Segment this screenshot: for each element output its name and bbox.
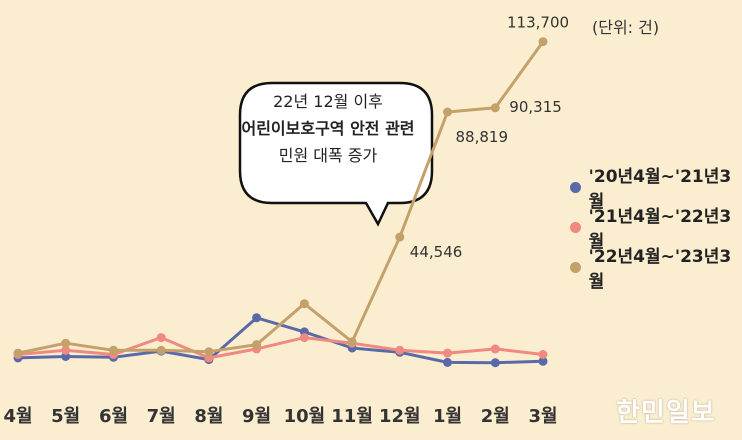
legend-dot-icon — [570, 181, 581, 193]
data-point-s1-1 — [61, 345, 71, 355]
legend-label: '22년4월~'23년3월 — [588, 247, 732, 292]
data-point-s2-11 — [538, 37, 548, 47]
data-point-s2-10 — [490, 103, 500, 113]
data-point-s0-5 — [252, 313, 262, 323]
callout-line-1: 22년 12월 이후 — [273, 92, 383, 111]
legend-label: '21년4월~'22년3월 — [588, 207, 732, 252]
x-tick-label: 5월 — [51, 406, 80, 427]
legend: '20년4월~'21년3월 '21년4월~'22년3월 '22년4월~'23년3… — [570, 167, 742, 292]
data-point-s2-6 — [299, 299, 309, 309]
legend-item-22-23: '22년4월~'23년3월 — [570, 247, 742, 292]
data-point-s0-1 — [61, 352, 71, 361]
x-tick-label: 1월 — [433, 406, 462, 427]
data-point-s0-10 — [490, 358, 500, 368]
data-point-s2-1 — [61, 338, 71, 348]
legend-item-21-22: '21년4월~'22년3월 — [570, 207, 742, 252]
data-point-s1-4 — [204, 353, 214, 363]
x-tick-label: 4월 — [3, 406, 32, 427]
data-label-11: 113,700 — [507, 14, 569, 32]
data-point-s0-11 — [538, 356, 548, 366]
series-line-1 — [17, 336, 544, 360]
x-tick-label: 10월 — [284, 406, 326, 427]
legend-dot-icon — [570, 221, 581, 233]
x-tick-label: 2월 — [481, 406, 510, 427]
x-tick-label: 7월 — [147, 406, 176, 427]
data-label-9: 88,819 — [456, 128, 509, 146]
data-point-s2-0 — [13, 348, 23, 358]
data-point-s1-11 — [538, 350, 548, 359]
x-tick-label: 8월 — [194, 406, 223, 427]
data-label-10: 90,315 — [509, 98, 562, 116]
x-tick-label: 12월 — [379, 406, 421, 427]
legend-label: '20년4월~'21년3월 — [588, 167, 732, 212]
data-point-s1-8 — [395, 345, 405, 355]
x-tick-label: 3월 — [528, 406, 557, 427]
data-point-s2-8 — [395, 232, 405, 242]
x-tick-label: 6월 — [99, 406, 128, 427]
series-line-2 — [17, 40, 545, 355]
legend-item-20-21: '20년4월~'21년3월 — [570, 167, 742, 212]
callout-text: 22년 12월 이후 어린이보호구역 안전 관련 민원 대폭 증가 — [240, 88, 416, 169]
data-point-s2-5 — [252, 340, 262, 350]
data-point-s2-7 — [347, 337, 357, 347]
callout-bubble — [238, 81, 434, 227]
callout-line-2: 어린이보호구역 안전 관련 — [241, 119, 415, 138]
data-label-8: 44,546 — [410, 243, 463, 261]
data-point-s1-9 — [443, 348, 452, 358]
data-point-s1-10 — [490, 344, 500, 354]
callout-line-3: 민원 대폭 증가 — [278, 146, 378, 165]
data-point-s2-9 — [443, 107, 452, 117]
legend-dot-icon — [570, 261, 581, 273]
data-point-s2-4 — [204, 347, 214, 357]
unit-note: (단위: 건) — [592, 18, 660, 37]
data-point-s0-9 — [443, 357, 452, 367]
data-point-s2-2 — [109, 345, 118, 355]
x-tick-label: 11월 — [331, 406, 373, 427]
data-point-s1-3 — [156, 333, 166, 343]
x-tick-label: 9월 — [242, 406, 271, 427]
data-point-s1-6 — [299, 333, 309, 343]
data-point-s2-3 — [156, 345, 166, 355]
watermark-logo: 한민일보 — [616, 398, 716, 428]
